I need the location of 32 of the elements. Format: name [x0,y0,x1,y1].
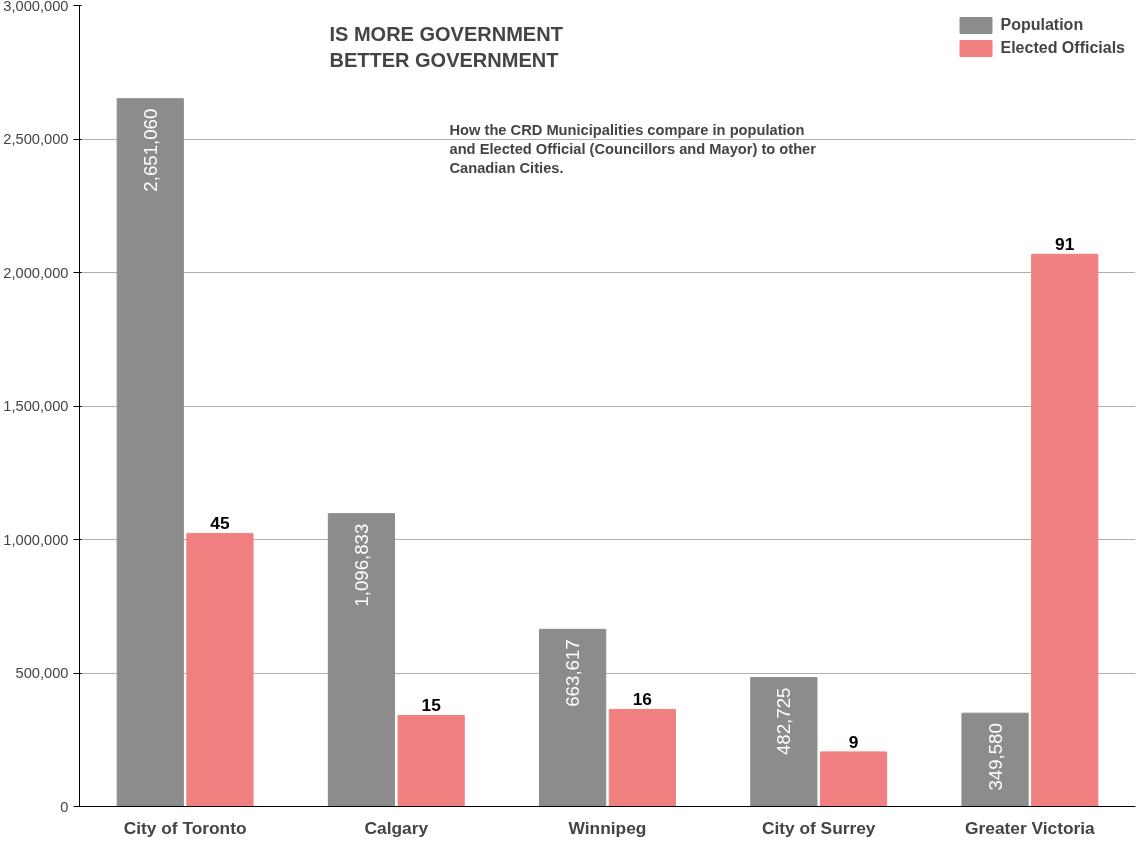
bar [116,98,184,807]
y-tick-label: 0 [60,798,69,815]
data-label: 349,580 [984,723,1006,791]
y-tick-label: 1,000,000 [3,531,69,548]
data-label: 91 [1055,234,1075,255]
x-tick-label: Winnipeg [568,817,647,838]
bar [327,513,396,807]
bar [961,712,1029,807]
data-label: 663,617 [562,639,584,707]
text: IS MORE GOVERNMENT BETTER GOVERNMENT [329,23,563,72]
y-tick-label: 500,000 [15,665,69,681]
x-tick-label: Calgary [364,817,429,838]
bar [1031,253,1099,807]
annotation: How the CRD Municipalities compare in population and Elected Official (Councillors and Mayor) to other Canadian Cities. [449,122,817,177]
data-label: 2,651,060 [139,108,161,192]
data-label: 15 [421,695,442,716]
data-label: 16 [632,689,653,710]
bar [750,677,818,807]
legend-label: Population [1000,16,1084,34]
y-tick-label: 3,000,000 [3,0,69,14]
x-tick-label: Greater Victoria [965,817,1096,838]
data-label: 1,096,833 [350,523,372,607]
y-tick-label: 2,000,000 [3,264,69,281]
x-tick-label: City of Toronto [123,817,247,838]
x-tick-label: City of Surrey [761,817,876,838]
data-label: 9 [848,731,859,752]
y-tick-label: 2,500,000 [3,131,69,147]
legend-label: Elected Officials [1000,39,1125,57]
data-label: 482,725 [773,687,795,756]
data-label: 45 [210,513,230,534]
y-tick-label: 1,500,000 [3,398,69,414]
bar [397,714,465,807]
